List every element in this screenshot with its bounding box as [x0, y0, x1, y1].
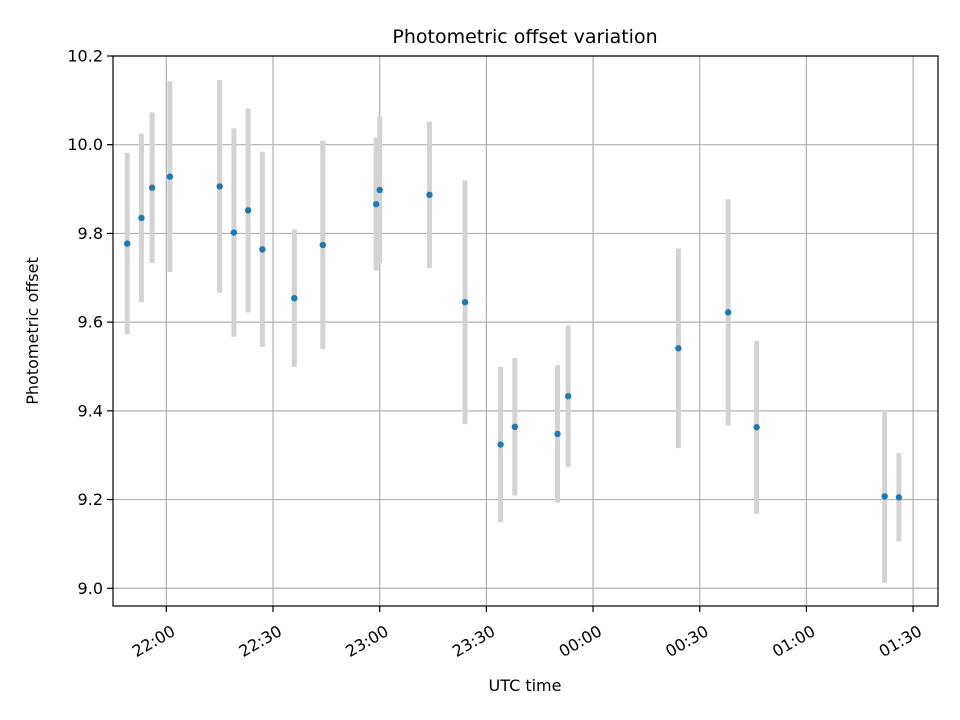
- data-point: [166, 173, 174, 180]
- data-point: [319, 241, 327, 249]
- error-bars: [124, 79, 902, 583]
- x-tick-label: 00:30: [662, 621, 711, 661]
- x-tick-label: 01:00: [769, 621, 818, 661]
- x-axis-ticks: 22:00 22:30 23:00 23:30 00:00 00:30 01:00 01:30: [129, 606, 925, 661]
- y-tick-label: 9.0: [78, 579, 103, 598]
- x-tick-label: 23:00: [342, 621, 391, 661]
- y-tick-label: 10.2: [67, 47, 103, 66]
- data-point: [564, 393, 572, 400]
- x-tick-label: 00:00: [556, 621, 605, 661]
- x-tick-label: 22:00: [129, 621, 178, 661]
- y-tick-label: 9.2: [78, 490, 103, 509]
- x-tick-label: 01:30: [876, 621, 925, 661]
- x-tick-label: 22:30: [236, 621, 285, 661]
- data-point: [554, 430, 561, 438]
- chart-title: Photometric offset variation: [392, 26, 657, 48]
- grid: [113, 55, 938, 606]
- data-point: [426, 191, 433, 199]
- data-point: [753, 424, 760, 431]
- data-point: [148, 184, 156, 191]
- data-point: [461, 298, 469, 306]
- data-point: [511, 423, 519, 431]
- data-point: [497, 441, 504, 448]
- y-tick-label: 10.0: [67, 135, 103, 154]
- x-axis-label: UTC time: [489, 676, 562, 695]
- data-point: [372, 200, 380, 208]
- data-point: [138, 214, 145, 222]
- data-point: [724, 309, 732, 316]
- y-tick-label: 9.6: [78, 313, 103, 332]
- x-tick-label: 23:30: [449, 621, 498, 661]
- data-point: [124, 240, 131, 247]
- data-point: [259, 246, 266, 253]
- data-point: [230, 229, 238, 236]
- data-point: [881, 493, 888, 500]
- data-point: [895, 494, 903, 501]
- y-axis-label: Photometric offset: [23, 257, 42, 405]
- data-point: [675, 345, 682, 352]
- data-point: [376, 186, 383, 194]
- plot-frame: [112, 55, 939, 607]
- y-tick-label: 9.8: [78, 224, 103, 243]
- data-point: [244, 207, 252, 214]
- y-axis-ticks: 9.0 9.2 9.4 9.6 9.8 10.0 10.2: [67, 47, 113, 598]
- data-point: [291, 294, 298, 302]
- data-points: [124, 173, 903, 501]
- data-point: [216, 183, 223, 190]
- y-tick-label: 9.4: [78, 401, 103, 420]
